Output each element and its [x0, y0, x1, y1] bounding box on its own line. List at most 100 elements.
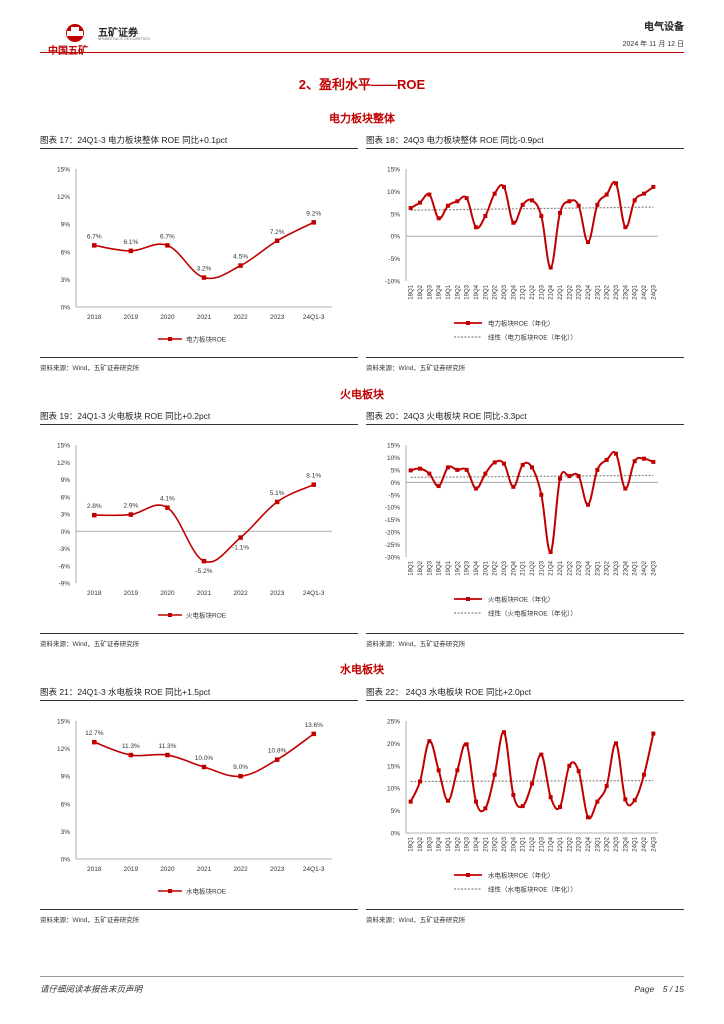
header-divider — [40, 52, 684, 53]
x-tick-label: 20Q2 — [493, 836, 499, 851]
data-label: 11.3% — [158, 743, 176, 750]
y-tick-label: 15% — [57, 719, 70, 726]
figure-caption: 图表 22： 24Q3 水电板块 ROE 同比+2.0pct — [366, 687, 532, 697]
data-point — [455, 467, 460, 472]
x-tick-label: 18Q2 — [418, 560, 424, 575]
x-tick-label: 20Q4 — [511, 284, 517, 299]
data-point — [474, 225, 478, 230]
y-tick-label: -5% — [388, 492, 400, 499]
data-label: 10.0% — [195, 755, 214, 762]
x-tick-label: 22Q3 — [577, 284, 583, 299]
x-tick-label: 23Q2 — [605, 560, 611, 575]
data-point — [483, 471, 488, 476]
x-tick-label: 24Q1 — [633, 560, 639, 575]
figure-18: 图表 18：24Q3 电力板块整体 ROE 同比-0.9pct 15% 10% 5%… — [366, 134, 684, 374]
x-tick-label: 18Q4 — [437, 284, 443, 299]
x-tick-label: 24Q3 — [651, 836, 657, 851]
page-number: Page 5 / 15 — [634, 984, 684, 994]
x-tick-label: 22Q2 — [567, 836, 573, 851]
x-tick-label: 2019 — [124, 314, 139, 321]
y-tick-label: 3% — [61, 277, 71, 284]
y-tick-label: 20% — [387, 741, 400, 748]
x-tick-label: 18Q1 — [409, 284, 415, 299]
y-tick-label: -5% — [388, 256, 400, 263]
y-tick-label: 25% — [387, 719, 400, 726]
x-tick-label: 2020 — [160, 314, 175, 321]
logo-wordmark: 五矿证券 — [98, 28, 138, 39]
y-tick-label: 15% — [387, 443, 400, 450]
figure-caption: 图表 17：24Q1-3 电力板块整体 ROE 同比+0.1pct — [40, 135, 228, 145]
x-tick-label: 2022 — [233, 314, 248, 321]
data-point — [464, 467, 469, 472]
figure-caption: 图表 19：24Q1-3 火电板块 ROE 同比+0.2pct — [40, 411, 211, 421]
data-point — [642, 191, 646, 196]
data-label: 12.7% — [85, 730, 104, 737]
logo-subtitle: MINMETALS SECURITIES — [98, 36, 151, 41]
data-point — [446, 798, 450, 803]
figure-caption: 图表 20：24Q3 火电板块 ROE 同比-3.3pct — [366, 411, 527, 421]
x-tick-label: 21Q4 — [549, 836, 555, 851]
x-tick-label: 20Q4 — [511, 560, 517, 575]
data-point — [595, 467, 600, 472]
data-point — [427, 192, 432, 197]
data-point — [586, 502, 590, 507]
y-tick-label: 0% — [391, 480, 401, 487]
data-point — [311, 482, 316, 487]
x-tick-label: 23Q2 — [605, 284, 611, 299]
data-label: 6.7% — [87, 233, 102, 240]
data-point — [530, 781, 534, 786]
data-point — [642, 456, 646, 461]
y-tick-label: -9% — [58, 581, 70, 588]
footer-disclaimer: 请仔细阅读本报告末页声明 — [40, 984, 143, 994]
y-tick-label: 3% — [61, 829, 71, 836]
legend-marker — [466, 597, 470, 601]
x-tick-label: 21Q4 — [549, 560, 555, 575]
data-point — [128, 512, 134, 517]
x-tick-label: 2023 — [270, 866, 285, 873]
data-point — [92, 739, 97, 745]
data-label: 10.8% — [268, 748, 287, 755]
data-point — [427, 739, 432, 744]
x-tick-label: 20Q2 — [493, 284, 499, 299]
data-point — [238, 263, 243, 268]
x-tick-label: 2023 — [270, 590, 285, 597]
data-point — [586, 240, 590, 245]
x-tick-label: 18Q2 — [418, 284, 424, 299]
data-point — [632, 459, 637, 464]
data-label: 6.1% — [123, 239, 138, 246]
data-point — [623, 797, 628, 802]
x-tick-label: 2022 — [233, 866, 248, 873]
x-tick-label: 2019 — [124, 590, 139, 597]
data-point — [604, 783, 609, 788]
data-point — [548, 795, 553, 800]
y-tick-label: 9% — [61, 774, 71, 781]
data-point — [201, 764, 207, 770]
y-tick-label: -6% — [58, 563, 70, 570]
data-point — [502, 730, 506, 735]
data-point — [274, 499, 280, 505]
y-tick-label: 6% — [61, 801, 71, 808]
data-point — [436, 768, 441, 773]
data-label: 6.7% — [160, 233, 175, 240]
figure-caption: 图表 21：24Q1-3 水电板块 ROE 同比+1.5pct — [40, 687, 211, 697]
x-tick-label: 24Q1-3 — [303, 590, 325, 597]
x-tick-label: 20Q3 — [502, 560, 508, 575]
x-tick-label: 2019 — [124, 866, 139, 873]
y-tick-label: 0% — [61, 529, 71, 536]
chart-frame: 15% 10% 5% 0% -5% -10% 18Q1 18Q2 18Q3 18Q4 19Q1 19Q… — [366, 148, 684, 358]
figure-source: 资料来源：Wind，五矿证券研究所 — [366, 641, 466, 648]
x-tick-label: 21Q2 — [530, 560, 536, 575]
data-point — [474, 486, 478, 491]
data-label: 2.8% — [87, 503, 102, 510]
y-tick-label: 5% — [391, 808, 401, 815]
x-tick-label: 2023 — [270, 314, 285, 321]
data-point — [464, 742, 469, 747]
x-tick-label: 19Q1 — [446, 836, 452, 851]
data-point — [165, 752, 170, 758]
y-tick-label: 12% — [57, 194, 70, 201]
data-point — [492, 772, 497, 777]
report-meta: 电气设备 2024 年 11 月 12 日 — [623, 18, 684, 49]
chart-fig19: 15% 12% 9% 6% 3% 0% -3% -6% -9% 2018 2019 2020 2021 2… — [57, 443, 332, 620]
x-tick-label: 20Q4 — [511, 836, 517, 851]
data-label: 9.0% — [233, 764, 248, 771]
